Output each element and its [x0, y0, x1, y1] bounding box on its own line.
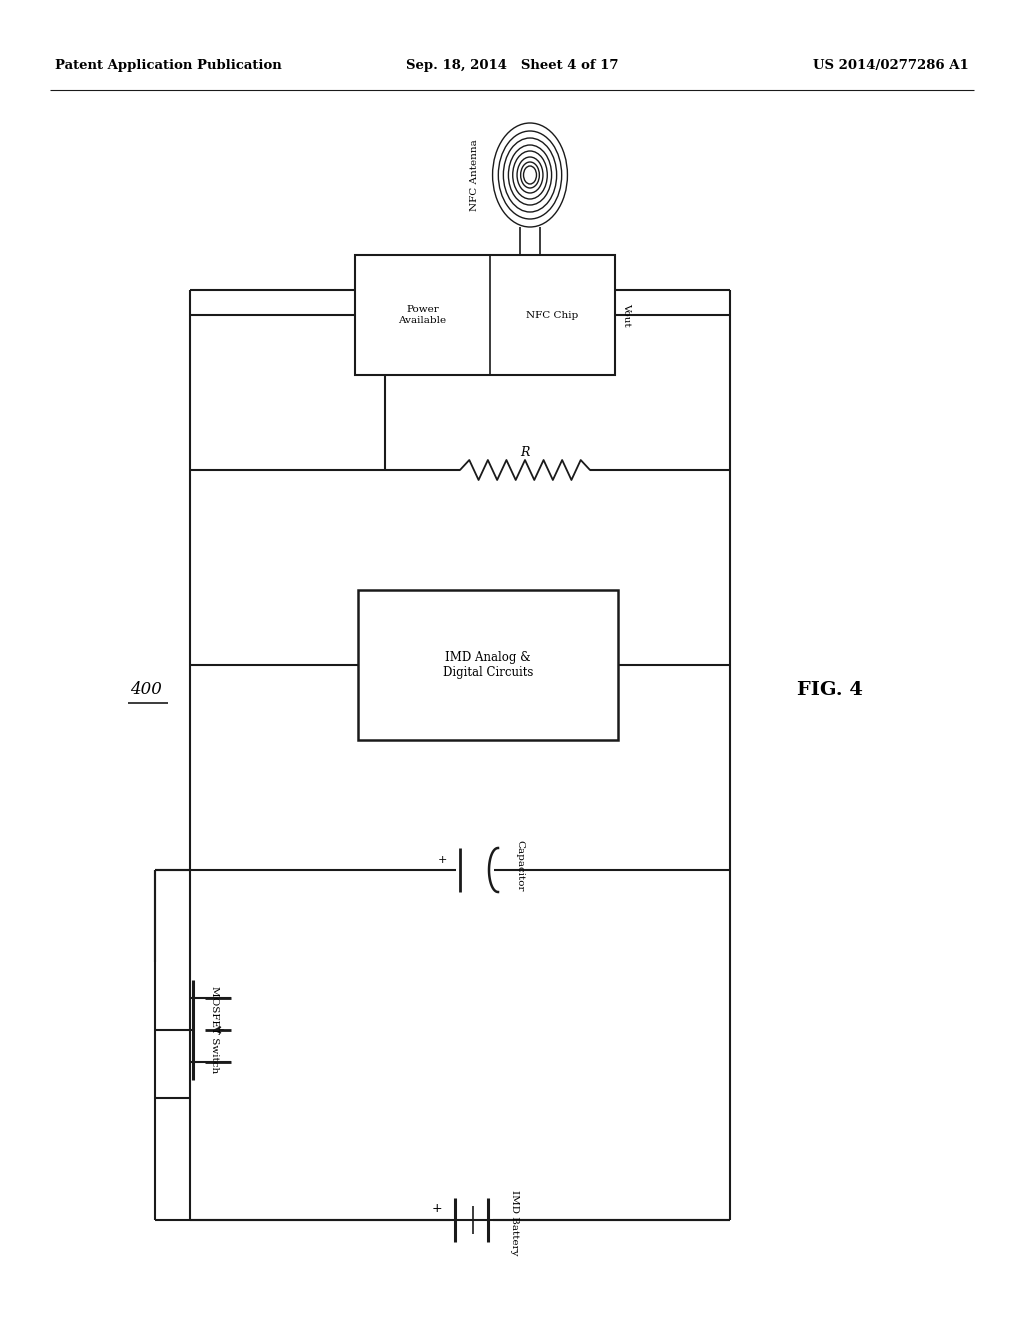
Text: +: +: [437, 855, 446, 865]
Text: MOSFET Switch: MOSFET Switch: [210, 986, 219, 1073]
Text: IMD Analog &
Digital Circuits: IMD Analog & Digital Circuits: [442, 651, 534, 678]
Bar: [358, 590, 618, 741]
Text: Sep. 18, 2014   Sheet 4 of 17: Sep. 18, 2014 Sheet 4 of 17: [406, 58, 618, 71]
Text: IMD Battery: IMD Battery: [511, 1191, 519, 1255]
Text: 400: 400: [130, 681, 162, 698]
Text: NFC Antenna: NFC Antenna: [470, 139, 479, 211]
Text: Capacitor: Capacitor: [515, 840, 524, 891]
Text: R: R: [520, 446, 529, 458]
Text: Power
Available: Power Available: [398, 305, 446, 325]
Bar: [355, 255, 615, 375]
Text: FIG. 4: FIG. 4: [797, 681, 863, 700]
Text: Vout: Vout: [623, 304, 632, 327]
Text: Patent Application Publication: Patent Application Publication: [55, 58, 282, 71]
Text: +: +: [432, 1201, 442, 1214]
Text: US 2014/0277286 A1: US 2014/0277286 A1: [813, 58, 969, 71]
Text: NFC Chip: NFC Chip: [526, 310, 579, 319]
